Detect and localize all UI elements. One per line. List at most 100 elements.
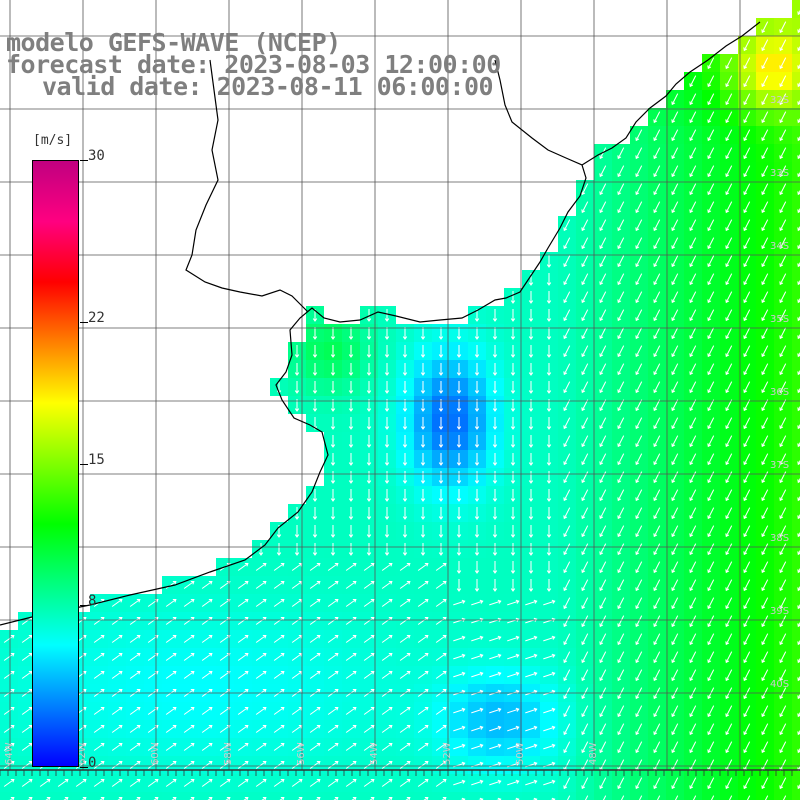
wind-arrowhead <box>420 516 426 520</box>
wind-arrowhead <box>743 353 748 358</box>
wind-arrow <box>671 525 679 537</box>
wind-arrow <box>21 725 33 733</box>
wind-arrowhead <box>546 354 552 358</box>
wind-arrowhead <box>599 209 604 214</box>
wind-arrowhead <box>348 354 354 358</box>
wind-arrow <box>599 327 607 339</box>
wind-arrowhead <box>689 551 694 556</box>
wind-arrow <box>725 273 733 285</box>
wind-arrowhead <box>28 688 33 693</box>
wind-arrow <box>273 653 285 661</box>
wind-arrowhead <box>599 659 604 664</box>
wind-arrowhead <box>581 695 586 700</box>
wind-arrow <box>291 617 303 625</box>
wind-arrowhead <box>581 497 586 502</box>
wind-arrowhead <box>671 371 676 376</box>
wind-arrowhead <box>671 353 676 358</box>
wind-arrowhead <box>280 598 285 603</box>
wind-arrowhead <box>743 479 748 484</box>
wind-arrow <box>489 654 501 660</box>
wind-arrowhead <box>581 569 586 574</box>
wind-arrowhead <box>689 407 694 412</box>
wind-arrow <box>707 453 715 465</box>
wind-arrow <box>635 759 643 771</box>
wind-cell <box>72 792 90 800</box>
wind-arrowhead <box>725 569 730 574</box>
wind-arrowhead <box>406 706 411 711</box>
latitude-label: 39S <box>770 606 789 617</box>
wind-arrow <box>617 741 625 753</box>
wind-arrowhead <box>474 570 480 574</box>
wind-arrowhead <box>599 479 604 484</box>
wind-arrowhead <box>671 191 676 196</box>
wind-arrowhead <box>528 372 534 376</box>
wind-arrow <box>635 651 643 663</box>
wind-arrowhead <box>28 760 33 765</box>
wind-arrow <box>797 603 800 609</box>
wind-arrowhead <box>707 623 712 628</box>
wind-arrow <box>761 57 769 69</box>
wind-arrowhead <box>348 444 354 448</box>
wind-arrowhead <box>479 743 484 748</box>
wind-arrow <box>707 669 715 681</box>
wind-arrow <box>725 93 733 105</box>
wind-arrowhead <box>761 371 766 376</box>
wind-arrow <box>725 219 733 231</box>
wind-arrow <box>363 581 375 589</box>
wind-arrow <box>309 635 321 643</box>
wind-arrow <box>581 705 589 717</box>
wind-arrowhead <box>635 497 640 502</box>
wind-arrowhead <box>456 588 462 592</box>
wind-arrow <box>599 219 607 231</box>
wind-arrow <box>743 777 751 789</box>
wind-arrowhead <box>424 634 429 639</box>
wind-arrowhead <box>82 652 87 657</box>
wind-arrow <box>563 525 571 537</box>
wind-arrowhead <box>725 407 730 412</box>
wind-arrow <box>435 671 447 679</box>
wind-arrowhead <box>190 706 195 711</box>
wind-arrow <box>671 381 679 393</box>
wind-arrow <box>671 705 679 717</box>
wind-arrowhead <box>244 706 249 711</box>
wind-arrow <box>761 561 769 573</box>
wind-arrow <box>689 561 697 573</box>
wind-arrow <box>671 435 679 447</box>
wind-arrowhead <box>100 706 105 711</box>
wind-arrowhead <box>689 263 694 268</box>
wind-arrowhead <box>474 318 480 322</box>
wind-arrowhead <box>653 785 658 790</box>
wind-arrow <box>617 507 625 519</box>
wind-arrowhead <box>244 724 249 729</box>
wind-arrowhead <box>515 779 520 784</box>
wind-arrow <box>363 743 375 751</box>
wind-arrowhead <box>424 724 429 729</box>
wind-arrow <box>617 579 625 591</box>
wind-arrowhead <box>671 155 676 160</box>
wind-arrowhead <box>689 101 694 106</box>
wind-arrowhead <box>533 617 538 622</box>
wind-arrow <box>399 581 411 589</box>
wind-arrowhead <box>406 652 411 657</box>
wind-arrowhead <box>388 688 393 693</box>
wind-arrow <box>599 237 607 249</box>
wind-arrow <box>707 309 715 321</box>
wind-arrow <box>453 744 465 750</box>
wind-arrow <box>57 779 69 787</box>
wind-arrow <box>563 291 571 303</box>
wind-arrow <box>599 255 607 267</box>
wind-arrowhead <box>599 695 604 700</box>
wind-arrow <box>707 543 715 555</box>
wind-arrowhead <box>743 227 748 232</box>
wind-cell <box>432 792 450 800</box>
wind-arrow <box>291 563 303 571</box>
wind-arrow <box>201 743 213 751</box>
wind-arrow <box>563 579 571 591</box>
wind-arrowhead <box>82 616 87 621</box>
wind-arrow <box>543 744 555 750</box>
wind-arrow <box>689 471 697 483</box>
wind-arrowhead <box>546 390 552 394</box>
wind-arrow <box>671 543 679 555</box>
wind-arrowhead <box>136 760 141 765</box>
wind-cell <box>792 90 800 108</box>
